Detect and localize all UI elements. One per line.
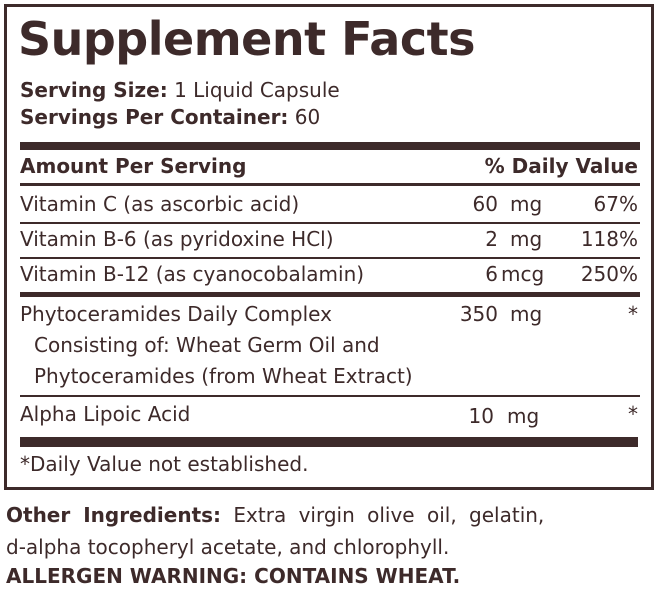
nutrient-name: Alpha Lipoic Acid (20, 402, 191, 426)
nutrient-name: Vitamin C (as ascorbic acid) (20, 192, 300, 216)
nutrient-subtext: Consisting of: Wheat Germ Oil and (34, 333, 380, 357)
header-daily-value: % Daily Value (484, 154, 638, 178)
nutrient-amount: 6 (485, 262, 498, 286)
thick-divider (20, 437, 638, 447)
facts-panel-border (4, 4, 654, 490)
nutrient-dv: 118% (580, 227, 638, 251)
thick-divider (20, 292, 640, 297)
allergen-warning: ALLERGEN WARNING: CONTAINS WHEAT. (6, 564, 461, 588)
serving-size: Serving Size: 1 Liquid Capsule (20, 78, 340, 102)
other-ingredients-label: Other Ingredients: (6, 503, 222, 527)
nutrient-dv: 67% (593, 192, 638, 216)
divider (20, 257, 640, 259)
nutrient-unit: mg (510, 302, 543, 326)
servings-per-container-value: 60 (294, 105, 321, 129)
serving-size-value: 1 Liquid Capsule (174, 78, 340, 102)
thick-divider (20, 142, 640, 150)
nutrient-amount: 10 (468, 404, 494, 428)
divider (20, 222, 640, 224)
nutrient-dv: 250% (580, 262, 638, 286)
servings-per-container-label: Servings Per Container: (20, 105, 289, 129)
nutrient-dv: * (628, 302, 638, 326)
nutrient-unit: mg (510, 192, 543, 216)
nutrient-name: Vitamin B-12 (as cyanocobalamin) (20, 262, 365, 286)
nutrient-unit: mg (510, 227, 543, 251)
nutrient-name: Vitamin B-6 (as pyridoxine HCl) (20, 227, 334, 251)
nutrient-amount: 350 (459, 302, 498, 326)
nutrient-unit: mcg (501, 262, 545, 286)
nutrient-dv: * (628, 402, 638, 426)
other-ingredients: Other Ingredients: Extra virgin olive oi… (6, 503, 544, 527)
panel-title: Supplement Facts (18, 12, 476, 66)
header-amount: Amount Per Serving (20, 154, 247, 178)
footnote: *Daily Value not established. (20, 452, 309, 476)
nutrient-amount: 60 (472, 192, 498, 216)
divider (20, 183, 640, 186)
nutrient-name: Phytoceramides Daily Complex (20, 302, 332, 326)
servings-per-container: Servings Per Container: 60 (20, 105, 320, 129)
nutrient-unit: mg (507, 404, 540, 428)
serving-size-label: Serving Size: (20, 78, 168, 102)
other-ingredients-line2: d-alpha tocopheryl acetate, and chloroph… (6, 535, 450, 559)
other-ingredients-text: Extra virgin olive oil, gelatin, (233, 503, 545, 527)
nutrient-subtext: Phytoceramides (from Wheat Extract) (34, 364, 413, 388)
divider (20, 395, 640, 397)
nutrient-amount: 2 (485, 227, 498, 251)
